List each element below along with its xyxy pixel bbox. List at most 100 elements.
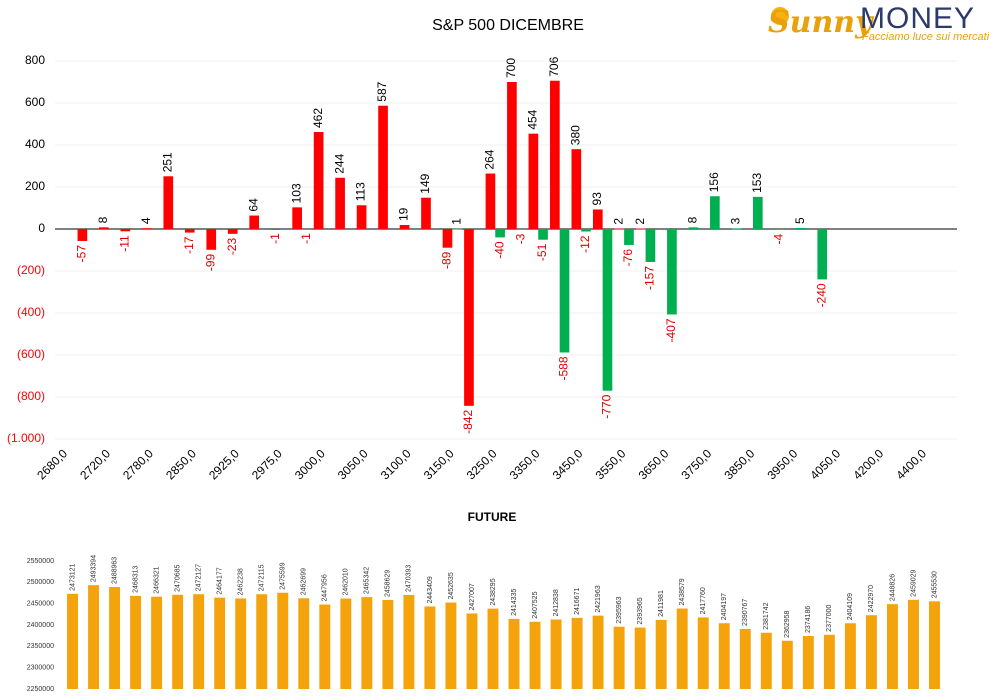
bar	[356, 205, 367, 229]
x-tick-label: 3750,0	[679, 446, 715, 482]
bar	[298, 598, 310, 689]
bar	[301, 229, 312, 230]
x-tick-label: 3450,0	[550, 446, 586, 482]
value-label: 2390767	[742, 599, 749, 626]
value-label: 103	[289, 183, 303, 203]
value-label: -57	[75, 245, 89, 263]
value-label: -3	[514, 233, 528, 244]
bar	[184, 229, 195, 233]
y-tick-label: 0	[38, 221, 45, 235]
value-label: -240	[814, 283, 828, 307]
bar	[141, 228, 152, 229]
value-label: 2466321	[153, 566, 160, 593]
value-label: 156	[707, 172, 721, 192]
x-tick-label: 4200,0	[850, 446, 886, 482]
value-label: 2462699	[301, 568, 308, 595]
value-label: 700	[504, 58, 518, 78]
value-label: -12	[578, 235, 592, 253]
value-label: 153	[750, 173, 764, 193]
x-tick-label: 2680,0	[34, 446, 70, 482]
value-label: 8	[96, 216, 110, 223]
bar	[752, 196, 763, 229]
bar	[634, 627, 646, 689]
bar	[667, 229, 677, 315]
value-label: 19	[397, 207, 411, 221]
bar	[538, 229, 548, 240]
x-tick-label: 3000,0	[292, 446, 328, 482]
bar	[731, 228, 742, 230]
x-tick-label: 3650,0	[636, 446, 672, 482]
bar	[795, 227, 806, 229]
x-tick-label: 3350,0	[507, 446, 543, 482]
x-tick-label: 4050,0	[807, 446, 843, 482]
bar	[403, 594, 415, 689]
bar	[378, 105, 388, 229]
x-tick-label: 2975,0	[249, 446, 285, 482]
value-label: -1	[299, 233, 313, 244]
bar	[581, 229, 591, 232]
bar	[559, 229, 570, 353]
logo-name: MONEY	[860, 2, 975, 35]
logo-sun	[771, 7, 789, 25]
value-label: 2459029	[910, 569, 917, 596]
value-label: -89	[440, 251, 454, 269]
value-label: 2488963	[111, 557, 118, 584]
y-tick-label: 2250000	[27, 686, 54, 693]
bar	[817, 229, 828, 280]
bar	[602, 229, 613, 391]
value-label: 2462238	[238, 568, 245, 595]
value-label: 2468313	[132, 565, 139, 592]
bar	[163, 176, 174, 229]
y-tick-label: 200	[25, 179, 45, 193]
bar	[624, 229, 634, 245]
value-label: -11	[118, 235, 132, 252]
x-tick-label: 2925,0	[206, 446, 242, 482]
x-tick-label: 3550,0	[593, 446, 629, 482]
bar	[929, 601, 940, 689]
bar	[528, 133, 539, 229]
bar	[739, 628, 751, 689]
value-label: 149	[418, 173, 432, 193]
y-tick-label: 2450000	[27, 601, 54, 608]
bar	[774, 229, 785, 230]
value-label: -4	[771, 234, 785, 245]
y-tick-label: 800	[25, 53, 45, 67]
y-tick-label: (1.000)	[7, 431, 45, 445]
bar	[516, 229, 527, 230]
value-label: 2493394	[90, 555, 97, 582]
value-label: 2447956	[322, 574, 329, 601]
value-label: 706	[547, 56, 561, 76]
value-label: 1	[449, 218, 463, 225]
bar	[688, 227, 699, 229]
value-label: 4	[139, 217, 153, 224]
value-label: 454	[526, 109, 540, 129]
bar	[109, 587, 121, 689]
bar	[319, 604, 331, 689]
x-tick-label: 3850,0	[721, 446, 757, 482]
bar	[249, 215, 260, 229]
value-label: -40	[492, 241, 506, 259]
value-label: 2462010	[343, 568, 350, 595]
x-tick-label: 3950,0	[764, 446, 800, 482]
value-label: 587	[375, 81, 389, 101]
value-label: 113	[354, 182, 368, 201]
bar	[270, 229, 281, 230]
bar	[907, 599, 919, 689]
value-label: 2412838	[553, 589, 560, 616]
y-tick-label: (400)	[17, 305, 45, 319]
value-label: 2404109	[847, 593, 854, 620]
value-label: 2362958	[784, 610, 791, 637]
y-tick-label: 2350000	[27, 643, 54, 650]
logo-brand: Sunny	[768, 5, 875, 40]
bar	[442, 229, 453, 248]
value-label: 93	[590, 192, 604, 206]
bar	[487, 608, 499, 689]
y-tick-label: (600)	[17, 347, 45, 361]
x-tick-label: 3250,0	[464, 446, 500, 482]
bar	[452, 228, 462, 230]
bar	[399, 225, 410, 229]
bar	[193, 594, 205, 689]
logo-tagline: Facciamo luce sui mercati	[862, 31, 989, 43]
bar	[361, 597, 373, 689]
value-label: 2374186	[805, 606, 812, 633]
